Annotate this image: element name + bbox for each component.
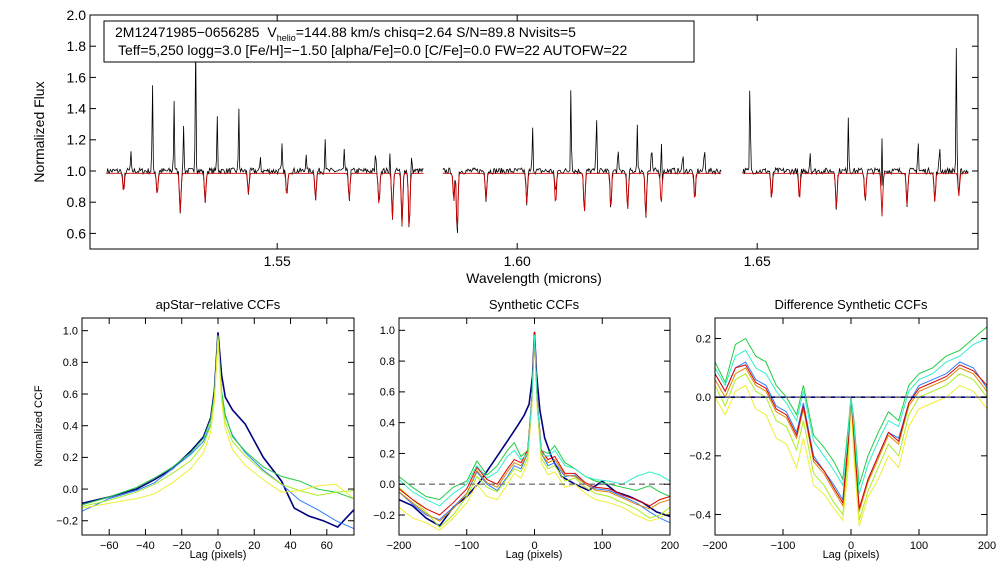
ccf2-ytick-label: −0.2 (373, 510, 395, 522)
model-spectrum-chip-2 (442, 172, 722, 228)
spectrum-ylabel: Normalized Flux (31, 81, 47, 182)
ccf2-ytick-label: 0.4 (380, 418, 395, 430)
ccf1-xtick-label: −60 (100, 540, 119, 552)
ccf3-xtick-label: −100 (771, 540, 796, 552)
ccf1-xtick-label: 20 (248, 540, 260, 552)
spectrum-ticks: 1.55 1.60 1.65 0.6 0.8 1.0 1.2 1.4 1.6 1.8 2.0 (67, 7, 978, 269)
apstar-ccf-xlabel: Lag (pixels) (190, 549, 247, 561)
spectrum-xtick-label: 1.65 (744, 253, 771, 269)
ccf3-xtick-label: 100 (910, 540, 928, 552)
info-line-1-values: =144.88 km/s chisq=2.64 S/N=89.8 Nvisits… (296, 24, 576, 40)
ccf1-visit-a-line (82, 332, 354, 529)
info-star-id: 2M12471985−0656285 (115, 24, 260, 40)
ccf2-ytick-label: 0.6 (380, 387, 395, 399)
ccf2-ytick-label: 0.2 (380, 448, 395, 460)
ccf2-visit-g-line (399, 331, 670, 516)
ccf3-visit-g-line (715, 364, 987, 509)
ccf1-xtick-label: 40 (284, 540, 296, 552)
spectrum-ytick-label: 0.8 (67, 194, 87, 210)
ccf1-ytick-label: 0.8 (63, 357, 78, 369)
ccf1-ytick-label: −0.2 (56, 516, 78, 528)
difference-ccf-panel: Difference Synthetic CCFs −200 −100 0 100 20… (689, 297, 996, 561)
info-line-2: Teff=5,250 logg=3.0 [Fe/H]=−1.50 [alpha/… (118, 42, 627, 58)
spectrum-xtick-label: 1.60 (504, 253, 531, 269)
ccf1-visit-e-line (82, 340, 354, 509)
spectrum-xlabel: Wavelength (microns) (466, 270, 602, 286)
ccf2-series-group (399, 331, 670, 532)
ccf1-xtick-label: 60 (321, 540, 333, 552)
ccf2-ytick-label: 0.8 (380, 356, 395, 368)
info-v-symbol: V (267, 24, 277, 40)
spectrum-plot-area (106, 43, 969, 234)
synthetic-ccf-ticks: −200 −100 0 100 200 −0.2 0.0 0.2 0.4 0.6 0.8 1.0 (373, 318, 679, 552)
apstar-ccf-ticks: −60 −40 −20 0 20 40 60 −0.2 0.0 0.2 0.4 0.6 0.8 1.0 (56, 318, 354, 552)
ccf1-ytick-label: 0.4 (63, 421, 78, 433)
ccf3-ytick-label: 0.0 (696, 392, 711, 404)
spectrum-ytick-label: 1.6 (67, 69, 87, 85)
ccf3-xtick-label: 200 (978, 540, 996, 552)
ccf1-ytick-label: 0.0 (63, 484, 78, 496)
ccf2-xtick-label: 100 (593, 540, 611, 552)
ccf3-visit-h-line (715, 338, 987, 495)
spectrum-ytick-label: 1.8 (67, 38, 87, 54)
ccf3-visit-e-line (715, 384, 987, 527)
ccf2-xtick-label: 200 (661, 540, 679, 552)
ccf1-series-group (82, 332, 354, 530)
ccf2-xtick-label: −200 (387, 540, 412, 552)
spectrum-ytick-label: 2.0 (67, 7, 87, 23)
difference-ccf-plot-area (715, 326, 987, 527)
ccf3-xtick-label: −200 (703, 540, 728, 552)
apstar-ccf-title: apStar−relative CCFs (156, 297, 281, 312)
ccf1-ytick-label: 0.6 (63, 389, 78, 401)
ccf3-series-group (715, 326, 987, 527)
observed-spectrum-chip-1 (106, 43, 424, 228)
ccf2-ytick-label: 0.0 (380, 479, 395, 491)
apstar-ccf-plot-area (82, 332, 354, 530)
spectrum-ytick-label: 1.4 (67, 101, 87, 117)
apstar-ccf-panel: apStar−relative CCFs −60 −40 −20 0 20 40 60 −0.… (33, 297, 355, 561)
observed-spectrum-chip-2 (442, 90, 722, 234)
difference-ccf-xlabel: Lag (pixels) (823, 549, 880, 561)
ccf3-ytick-label: −0.4 (689, 509, 711, 521)
spectrum-ytick-label: 1.2 (67, 132, 87, 148)
synthetic-ccf-panel: Synthetic CCFs −200 −100 0 100 200 −0.2 0.0 0.2… (373, 297, 679, 561)
ccf2-xtick-label: −100 (454, 540, 479, 552)
synthetic-ccf-xlabel: Lag (pixels) (506, 549, 563, 561)
synthetic-ccf-title: Synthetic CCFs (489, 297, 580, 312)
ccf1-xtick-label: −20 (172, 540, 191, 552)
model-spectrum-chip-3 (742, 172, 969, 217)
spectrum-xtick-label: 1.55 (264, 253, 291, 269)
difference-ccf-title: Difference Synthetic CCFs (775, 297, 928, 312)
info-box-frame (103, 20, 695, 63)
info-line-1: 2M12471985−0656285 Vhelio=144.88 km/s chi… (115, 24, 576, 43)
ccf2-visit-h-line (399, 334, 670, 507)
spectrum-panel: 1.55 1.60 1.65 0.6 0.8 1.0 1.2 1.4 1.6 1.8 2.0 Wav… (31, 7, 979, 286)
ccf3-xtick-label: 0 (848, 540, 854, 552)
difference-ccf-ticks: −200 −100 0 100 200 −0.4 −0.2 0.0 0.2 (689, 318, 996, 552)
spectrum-ytick-label: 0.6 (67, 225, 87, 241)
ccf2-xtick-label: 0 (531, 540, 537, 552)
spectrum-frame (89, 14, 979, 250)
ccf3-ytick-label: −0.2 (689, 451, 711, 463)
spectrum-ytick-label: 1.0 (67, 163, 87, 179)
ccf1-ytick-label: 0.2 (63, 452, 78, 464)
synthetic-ccf-plot-area (399, 331, 670, 532)
ccf3-ytick-label: 0.2 (696, 333, 711, 345)
ccf1-xtick-label: 0 (215, 540, 221, 552)
apstar-ccf-ylabel: Normalized CCF (33, 385, 45, 467)
ccf1-ytick-label: 1.0 (63, 326, 78, 338)
info-v-subscript: helio (277, 33, 296, 43)
ccf1-xtick-label: −40 (136, 540, 155, 552)
model-spectrum-chip-1 (106, 172, 424, 226)
info-box: 2M12471985−0656285 Vhelio=144.88 km/s chi… (103, 20, 695, 63)
ccf2-ytick-label: 1.0 (380, 325, 395, 337)
